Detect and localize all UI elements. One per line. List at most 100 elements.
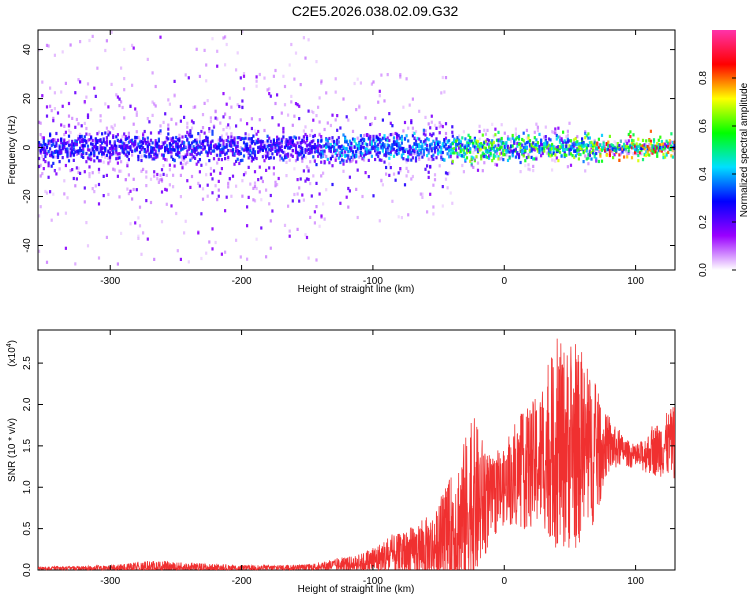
spectrogram-cell [208,159,211,163]
spectrogram-cell [200,129,203,134]
spectrogram-cell [249,144,252,148]
spectrogram-cell [183,115,186,119]
spectrogram-cell [93,86,96,90]
spectrogram-cell [83,138,86,143]
spectrogram-cell [115,135,118,139]
spectrogram-cell [525,141,528,145]
spectrogram-cell [140,252,143,256]
spectrogram-cell [554,146,557,150]
spectrogram-cell [430,147,433,151]
spectrogram-cell [287,154,290,158]
spectrogram-cell [413,136,416,140]
spectrogram-cell [271,142,274,146]
spectrogram-cell [576,148,579,152]
spectrogram-cell [546,142,549,146]
spectrogram-cell [145,155,148,159]
spectrogram-cell [53,169,56,173]
spectrogram-cell [486,138,489,142]
spectrogram-cell [399,136,402,140]
spectrogram-cell [283,140,287,145]
spectrogram-cell [195,47,198,51]
spectrogram-cell [205,150,208,154]
spectrogram-cell [272,166,275,170]
spectrogram-cell [217,138,220,142]
spectrogram-cell [108,159,112,163]
spectrogram-cell [641,138,645,142]
spectrogram-cell [552,158,555,162]
spectrogram-cell [378,94,381,98]
spectrogram-cell [225,102,228,106]
spectrogram-cell [483,128,486,132]
spectrogram-cell [552,146,555,150]
spectrogram-cell [118,156,121,160]
spectrogram-cell [77,137,80,141]
spectrogram-cell [168,168,171,172]
spectrogram-cell [227,139,230,143]
spectrogram-cell [446,152,449,156]
spectrogram-x-label: Height of straight line (km) [298,284,415,295]
spectrogram-cell [441,185,444,189]
spectrogram-cell [568,152,571,156]
spectrogram-cell [124,147,127,151]
spectrogram-cell [101,154,104,158]
spectrogram-cell [579,147,582,151]
spectrogram-cell [579,153,582,157]
spectrogram-cell [170,147,173,151]
spectrogram-cell [181,166,184,170]
spectrogram-cell [605,142,608,147]
spectrogram-cell [113,123,116,127]
spectrogram-cell [154,152,157,156]
spectrogram-cell [475,139,478,143]
y-tick-label: 1.0 [22,480,33,494]
spectrogram-cell [437,142,440,146]
spectrogram-cell [643,143,646,147]
spectrogram-cell [317,146,320,150]
spectrogram-cell [547,143,551,147]
spectrogram-cell [197,143,200,147]
spectrogram-cell [635,142,638,146]
spectrogram-cell [90,158,93,162]
spectrogram-cell [569,163,573,167]
spectrogram-cell [554,159,557,163]
spectrogram-cell [645,145,648,149]
spectrogram-cell [69,152,72,156]
spectrogram-cell [192,147,195,151]
spectrogram-cell [277,150,280,154]
spectrogram-cell [543,149,546,153]
spectrogram-cell [318,192,321,196]
spectrogram-cell [494,150,497,154]
spectrogram-cell [640,148,643,152]
spectrogram-cell [246,205,249,209]
spectrogram-cell [516,152,519,156]
spectrogram-cell [93,190,96,194]
spectrogram-cell [187,147,190,151]
spectrogram-cell [137,154,140,159]
spectrogram-cell [283,145,287,149]
spectrogram-cell [478,129,481,134]
spectrogram-cell [214,110,217,114]
spectrogram-cell [574,143,577,147]
spectrogram-cell [309,150,312,154]
spectrogram-cell [646,152,649,156]
spectrogram-cell [88,38,91,43]
spectrogram-cell [138,205,142,209]
spectrogram-cell [627,132,630,137]
spectrogram-cell [438,131,441,135]
spectrogram-cell [340,149,344,153]
spectrogram-cell [511,133,514,138]
spectrogram-cell [60,140,63,145]
spectrogram-cell [348,158,351,162]
spectrogram-cell [640,146,643,151]
spectrogram-cell [563,154,566,159]
spectrogram-cell [652,140,656,144]
spectrogram-cell [476,144,480,148]
spectrogram-cell [217,142,220,146]
spectrogram-cell [503,131,506,135]
spectrogram-cell [359,153,362,157]
spectrogram-cell [424,115,427,119]
spectrogram-cell [381,136,384,140]
spectrogram-cell [47,161,50,165]
spectrogram-cell [331,113,334,117]
spectrogram-cell [313,210,316,214]
spectrogram-cell [85,132,88,136]
